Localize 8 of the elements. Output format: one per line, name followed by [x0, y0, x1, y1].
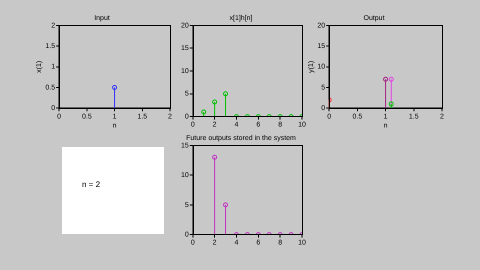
text: n = 2: [82, 180, 100, 189]
point: [383, 76, 388, 82]
point: [212, 154, 218, 160]
point: [223, 202, 228, 208]
point: [223, 91, 228, 96]
point: [388, 76, 394, 82]
point: [201, 110, 206, 115]
point: [212, 100, 218, 105]
